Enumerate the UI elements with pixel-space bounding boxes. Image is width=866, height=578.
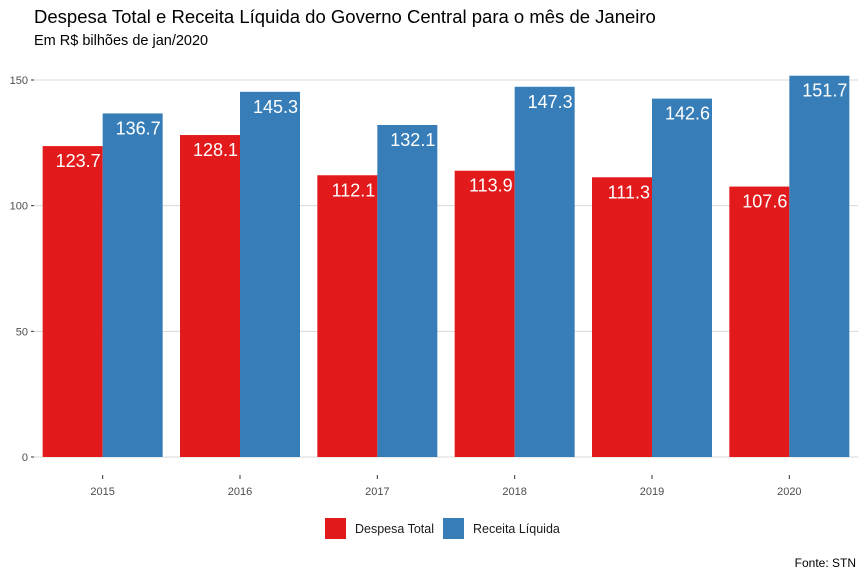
data-label-receita-2018: 147.3 (528, 92, 573, 112)
bar-despesa-2020 (729, 186, 790, 457)
legend-item-receita: Receita Líquida (443, 518, 560, 539)
bar-despesa-2015 (42, 146, 103, 458)
bar-despesa-2017 (317, 175, 378, 457)
legend-key-receita (443, 518, 464, 539)
bar-despesa-2018 (454, 170, 515, 458)
x-tick-label-2015: 2015 (90, 486, 114, 498)
data-label-despesa-2019: 111.3 (608, 182, 650, 202)
bar-receita-2016 (240, 91, 300, 457)
data-label-receita-2020: 151.7 (802, 81, 847, 101)
data-label-receita-2015: 136.7 (116, 118, 161, 138)
x-tick-label-2018: 2018 (502, 486, 526, 498)
bar-despesa-2019 (592, 177, 652, 458)
data-label-receita-2016: 145.3 (253, 97, 298, 117)
bar-receita-2019 (652, 98, 712, 457)
bar-receita-2020 (789, 75, 850, 458)
bar-despesa-2016 (180, 135, 240, 458)
chart-caption: Fonte: STN (794, 556, 856, 570)
x-tick-label-2019: 2019 (640, 486, 664, 498)
data-label-despesa-2020: 107.6 (742, 192, 787, 212)
legend-key-despesa (325, 518, 346, 539)
chart-title: Despesa Total e Receita Líquida do Gover… (34, 6, 656, 27)
x-tick-label-2016: 2016 (228, 486, 252, 498)
chart-subtitle: Em R$ bilhões de jan/2020 (34, 33, 209, 49)
bar-receita-2017 (377, 124, 438, 457)
data-label-despesa-2018: 113.9 (469, 176, 513, 196)
legend-label-despesa: Despesa Total (355, 521, 434, 536)
y-tick-label-50: 50 (16, 326, 28, 338)
x-tick-label-2020: 2020 (777, 486, 801, 498)
data-label-despesa-2016: 128.1 (193, 140, 238, 160)
bar-receita-2015 (102, 113, 163, 457)
legend-item-despesa: Despesa Total (325, 518, 434, 539)
data-label-despesa-2015: 123.7 (56, 151, 101, 171)
data-label-receita-2019: 142.6 (665, 104, 710, 124)
data-label-receita-2017: 132.1 (390, 130, 435, 150)
y-tick-label-100: 100 (10, 201, 28, 213)
y-tick-label-0: 0 (22, 452, 28, 464)
legend: Despesa Total Receita Líquida (325, 518, 569, 539)
bar-receita-2018 (514, 86, 575, 457)
data-label-despesa-2017: 112.1 (332, 180, 376, 200)
legend-label-receita: Receita Líquida (473, 521, 560, 536)
y-tick-label-150: 150 (10, 75, 28, 87)
x-tick-label-2017: 2017 (365, 486, 389, 498)
